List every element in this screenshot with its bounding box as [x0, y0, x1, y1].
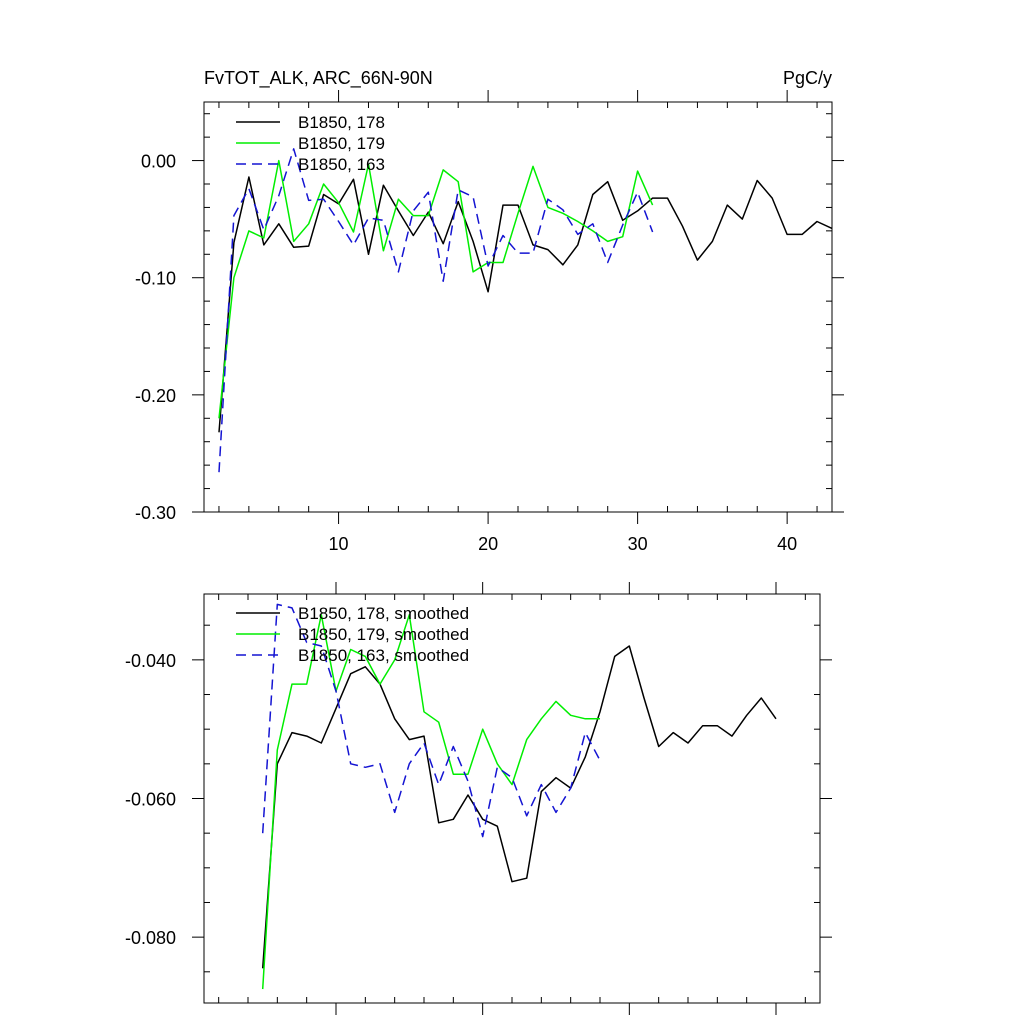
y-tick-label: -0.10 [135, 269, 176, 289]
x-tick-label: 40 [777, 534, 797, 554]
top-plot: 10 20 30 40 0.00 -0.10 -0.20 -0.30 B1850, 178 B18… [135, 90, 844, 554]
series-line [261, 603, 601, 838]
y-tick-label: -0.30 [135, 503, 176, 523]
legend-label: B1850, 179 [298, 134, 385, 153]
x-tick-label: 30 [628, 534, 648, 554]
legend-label: B1850, 163, smoothed [298, 646, 469, 665]
series-line [261, 645, 777, 969]
series-line [261, 614, 600, 990]
y-tick-label: -0.040 [125, 651, 176, 671]
x-tick-label: 20 [478, 534, 498, 554]
top-title-left: FvTOT_ALK, ARC_66N-90N [204, 68, 433, 89]
legend-label: B1850, 178, smoothed [298, 604, 469, 623]
plot-frame [203, 593, 821, 1004]
x-tick-label: 10 [329, 534, 349, 554]
bottom-plot: -0.040 -0.060 -0.080 B1850, 178, smoothed B1… [125, 582, 832, 1015]
legend-label: B1850, 163 [298, 155, 385, 174]
series-line [218, 159, 654, 419]
y-tick-label: -0.060 [125, 790, 176, 810]
legend-label: B1850, 179, smoothed [298, 625, 469, 644]
top-title-right: PgC/y [783, 68, 832, 88]
y-tick-label: -0.20 [135, 386, 176, 406]
y-tick-label: 0.00 [141, 152, 176, 172]
legend-label: B1850, 178 [298, 113, 385, 132]
series-line [218, 148, 654, 473]
y-tick-label: -0.080 [125, 928, 176, 948]
series-line [218, 176, 832, 433]
